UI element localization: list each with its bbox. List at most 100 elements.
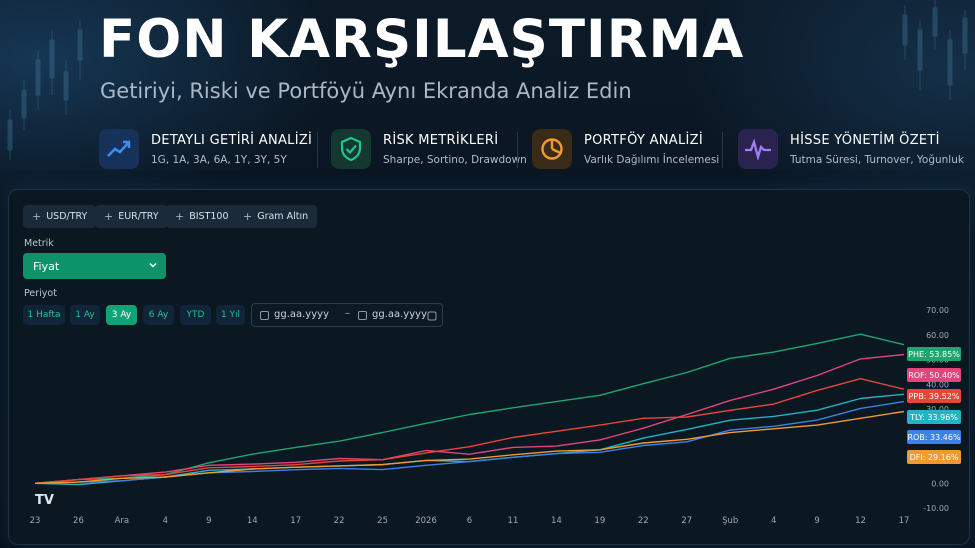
x-tick-label: 17 bbox=[899, 516, 910, 526]
pulse-icon bbox=[738, 129, 778, 169]
x-tick-label: 12 bbox=[855, 516, 866, 526]
plus-icon: + bbox=[32, 210, 42, 223]
chart-panel: + USD/TRY + EUR/TRY + BIST100 + Gram Altın M… bbox=[8, 189, 970, 545]
calendar-icon bbox=[260, 311, 269, 320]
y-tick-label: 0.00 bbox=[931, 479, 949, 488]
period-button-ytd[interactable]: YTD bbox=[180, 305, 211, 325]
divider bbox=[517, 132, 518, 168]
series-line-ppb bbox=[34, 377, 905, 484]
feature-title: PORTFÖY ANALİZİ bbox=[584, 133, 703, 148]
end-label-box bbox=[907, 450, 961, 464]
end-label-box bbox=[907, 430, 961, 444]
end-label-text: TLY: 33.96% bbox=[909, 413, 958, 422]
y-tick-label: -10.00 bbox=[923, 504, 949, 513]
start-date-input[interactable]: gg.aa.yyyy bbox=[274, 309, 329, 320]
chip-label: BIST100 bbox=[189, 211, 229, 222]
end-label-text: ROB: 33.46% bbox=[907, 433, 960, 442]
feature-desc: Sharpe, Sortino, Drawdown bbox=[383, 154, 527, 166]
metric-label: Metrik bbox=[24, 238, 54, 249]
end-label-tly: TLY: 33.96% bbox=[907, 410, 961, 424]
end-label-text: PHE: 53.85% bbox=[908, 350, 960, 359]
x-tick-label: Şub bbox=[722, 516, 738, 526]
feature-title: HİSSE YÖNETİM ÖZETİ bbox=[790, 133, 940, 148]
compare-chip-usdtry[interactable]: + USD/TRY bbox=[23, 205, 97, 228]
chip-label: EUR/TRY bbox=[118, 211, 159, 222]
pie-chart-icon bbox=[532, 129, 572, 169]
end-label-ppb: PPB: 39.52% bbox=[907, 389, 961, 403]
x-tick-label: 22 bbox=[638, 516, 649, 526]
x-tick-label: 14 bbox=[551, 516, 562, 526]
calendar-icon bbox=[358, 311, 367, 320]
compare-chip-eurtry[interactable]: + EUR/TRY bbox=[95, 205, 168, 228]
x-tick-label: 19 bbox=[594, 516, 605, 526]
series-line-rof bbox=[34, 353, 905, 484]
end-label-text: DFI: 29.16% bbox=[910, 453, 959, 462]
period-button-3-ay[interactable]: 3 Ay bbox=[106, 305, 137, 325]
feature-desc: Varlık Dağılımı İncelemesi bbox=[584, 154, 720, 166]
x-tick-label: 9 bbox=[206, 516, 211, 526]
y-tick-label: 60.00 bbox=[926, 331, 949, 340]
x-tick-label: 6 bbox=[467, 516, 472, 526]
end-label-box bbox=[907, 347, 961, 361]
y-tick-label: 30.00 bbox=[926, 405, 949, 414]
y-tick-label: 70.00 bbox=[926, 306, 949, 315]
series-line-dfi bbox=[34, 410, 905, 484]
compare-chip-bist100[interactable]: + BIST100 bbox=[166, 205, 238, 228]
date-separator: – bbox=[345, 308, 350, 319]
page-title: FON KARŞILAŞTIRMA bbox=[99, 9, 745, 70]
x-tick-label: 26 bbox=[73, 516, 84, 526]
y-axis: 70.0060.0050.0040.0030.0020.0010.000.00-… bbox=[923, 306, 949, 513]
chip-label: USD/TRY bbox=[46, 211, 88, 222]
page-subtitle: Getiriyi, Riski ve Portföyü Aynı Ekranda… bbox=[100, 79, 632, 103]
end-date-input[interactable]: gg.aa.yyyy bbox=[372, 309, 427, 320]
x-tick-label: 27 bbox=[681, 516, 692, 526]
chevron-down-icon bbox=[149, 262, 157, 268]
decorative-candles-left bbox=[7, 20, 83, 160]
end-label-box bbox=[907, 368, 961, 382]
clear-dates-icon[interactable] bbox=[427, 311, 437, 321]
series-line-tly bbox=[34, 393, 905, 486]
end-label-box bbox=[907, 389, 961, 403]
divider bbox=[317, 132, 318, 168]
y-tick-label: 40.00 bbox=[926, 380, 949, 389]
x-tick-label: 22 bbox=[334, 516, 345, 526]
trend-up-icon bbox=[99, 129, 139, 169]
shield-check-icon bbox=[331, 129, 371, 169]
x-tick-label: 25 bbox=[377, 516, 388, 526]
x-tick-label: 4 bbox=[163, 516, 168, 526]
x-axis: 23 26 Ara 4 9 14 17 22 25 2026 6 11 14 19 22 27 Şub 4 9 12 1… bbox=[30, 516, 910, 526]
end-label-phe: PHE: 53.85% bbox=[907, 347, 961, 361]
x-tick-label: 11 bbox=[508, 516, 519, 526]
metric-selected-value: Fiyat bbox=[33, 259, 60, 273]
x-tick-label: 4 bbox=[771, 516, 776, 526]
end-label-text: ROF: 50.40% bbox=[908, 371, 960, 380]
tradingview-logo: TV bbox=[35, 493, 54, 508]
plus-icon: + bbox=[175, 210, 185, 223]
period-button-6-ay[interactable]: 6 Ay bbox=[143, 305, 174, 325]
period-label: Periyot bbox=[24, 288, 57, 299]
x-tick-label: 23 bbox=[30, 516, 41, 526]
feature-desc: 1G, 1A, 3A, 6A, 1Y, 3Y, 5Y bbox=[151, 154, 287, 166]
end-label-dfi: DFI: 29.16% bbox=[907, 450, 961, 464]
chip-label: Gram Altın bbox=[257, 211, 309, 222]
end-label-rob: ROB: 33.46% bbox=[907, 430, 961, 444]
metric-select[interactable]: Fiyat bbox=[23, 253, 166, 279]
price-chart[interactable]: 70.0060.0050.0040.0030.0020.0010.000.00-… bbox=[9, 190, 971, 546]
series-line-phe bbox=[34, 333, 905, 484]
series-lines bbox=[34, 333, 905, 486]
period-button-1-yil[interactable]: 1 Yıl bbox=[216, 305, 245, 325]
x-tick-label: 17 bbox=[290, 516, 301, 526]
x-tick-label: 2026 bbox=[415, 516, 437, 526]
period-button-1-hafta[interactable]: 1 Hafta bbox=[23, 305, 65, 325]
feature-title: RİSK METRİKLERİ bbox=[383, 133, 499, 148]
decorative-candles-right bbox=[902, 0, 968, 100]
end-label-text: PPB: 39.52% bbox=[909, 392, 960, 401]
feature-desc: Tutma Süresi, Turnover, Yoğunluk bbox=[790, 154, 964, 166]
x-tick-label: Ara bbox=[115, 516, 130, 526]
period-button-1-ay[interactable]: 1 Ay bbox=[70, 305, 100, 325]
plus-icon: + bbox=[243, 210, 253, 223]
series-end-labels: PHE: 53.85% ROF: 50.40% PPB: 39.52% TLY: 33… bbox=[907, 347, 961, 464]
compare-chip-gram-altin[interactable]: + Gram Altın bbox=[234, 205, 318, 228]
end-label-box bbox=[907, 410, 961, 424]
plus-icon: + bbox=[104, 210, 114, 223]
